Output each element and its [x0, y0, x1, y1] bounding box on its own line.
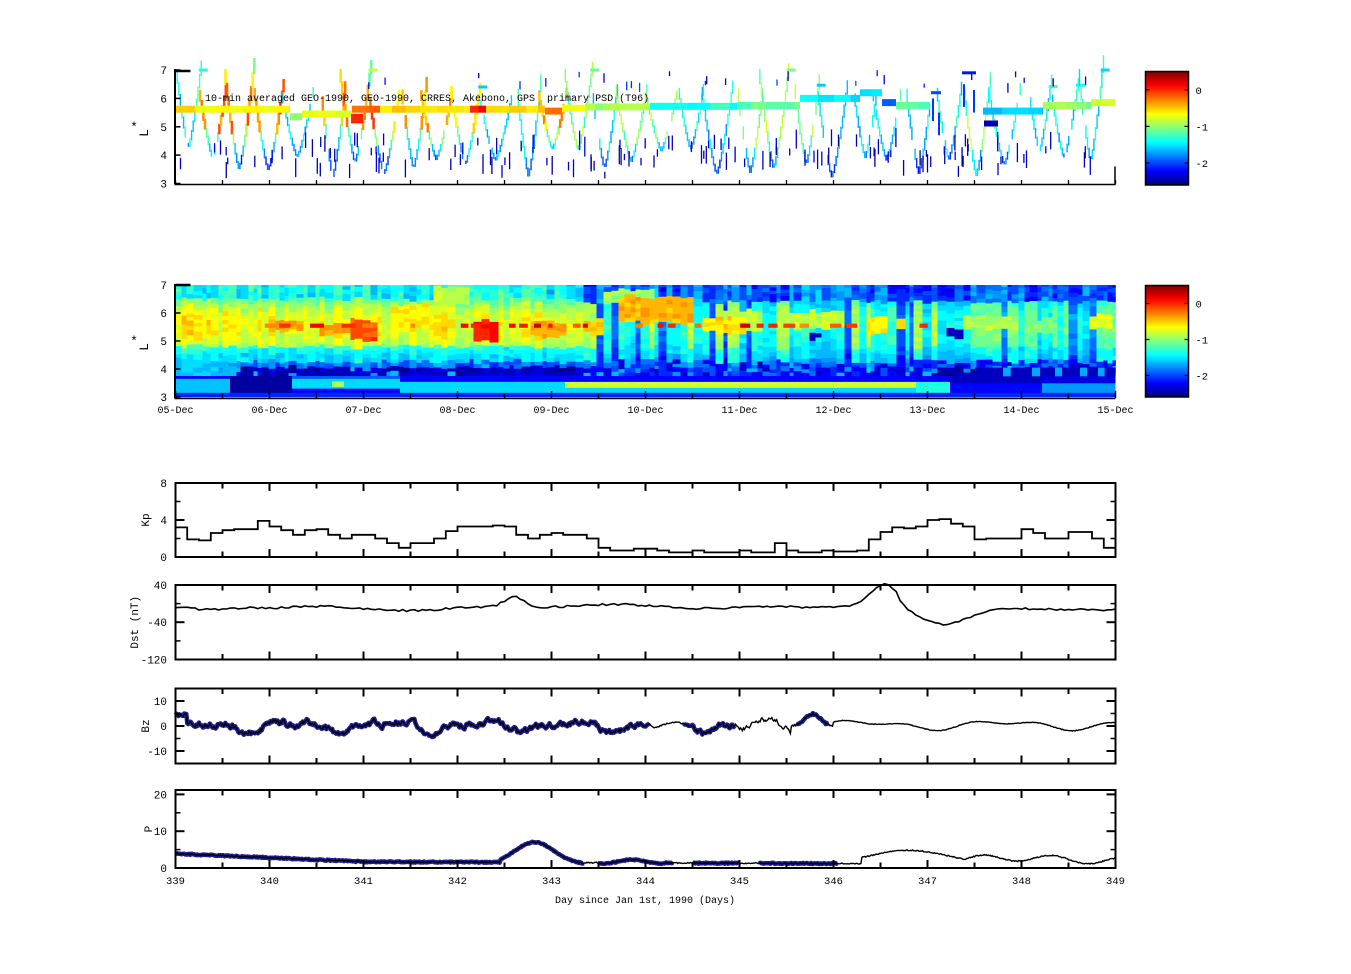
- svg-text:P: P: [144, 825, 156, 832]
- svg-text:11-Dec: 11-Dec: [721, 406, 757, 417]
- svg-text:-1: -1: [1196, 122, 1209, 134]
- svg-text:-1: -1: [1196, 336, 1209, 348]
- svg-text:3: 3: [160, 393, 167, 405]
- svg-text:Bz: Bz: [141, 719, 153, 732]
- svg-text:340: 340: [260, 876, 279, 888]
- svg-text:348: 348: [1012, 876, 1031, 888]
- svg-text:15-Dec: 15-Dec: [1097, 406, 1133, 417]
- svg-text:13-Dec: 13-Dec: [909, 406, 945, 417]
- svg-text:347: 347: [918, 876, 937, 888]
- svg-text:*: *: [130, 120, 138, 135]
- svg-text:Kp: Kp: [141, 513, 153, 526]
- svg-text:-10: -10: [147, 747, 167, 759]
- svg-text:4: 4: [160, 151, 167, 163]
- svg-text:10-min averaged GEO-1990, GEO-: 10-min averaged GEO-1990, GEO-1990, CRRE…: [205, 93, 649, 105]
- svg-text:3: 3: [160, 180, 167, 192]
- svg-text:10: 10: [154, 697, 167, 709]
- svg-text:*: *: [130, 334, 138, 349]
- svg-text:14-Dec: 14-Dec: [1003, 406, 1039, 417]
- svg-text:0: 0: [160, 553, 167, 565]
- svg-text:7: 7: [160, 281, 167, 293]
- svg-text:Dst (nT): Dst (nT): [130, 596, 142, 649]
- svg-text:344: 344: [636, 876, 655, 888]
- svg-text:-2: -2: [1196, 159, 1209, 171]
- svg-text:0: 0: [160, 864, 167, 876]
- svg-text:08-Dec: 08-Dec: [439, 406, 475, 417]
- svg-text:8: 8: [160, 479, 167, 491]
- svg-text:4: 4: [160, 516, 167, 528]
- svg-text:343: 343: [542, 876, 561, 888]
- svg-text:-120: -120: [141, 656, 167, 668]
- svg-text:341: 341: [354, 876, 373, 888]
- svg-text:6: 6: [160, 94, 167, 106]
- svg-text:Day since Jan 1st, 1990 (Days): Day since Jan 1st, 1990 (Days): [555, 895, 735, 907]
- svg-text:07-Dec: 07-Dec: [345, 406, 381, 417]
- svg-text:6: 6: [160, 309, 167, 321]
- svg-text:0: 0: [1196, 300, 1202, 312]
- svg-text:345: 345: [730, 876, 749, 888]
- svg-text:12-Dec: 12-Dec: [815, 406, 851, 417]
- svg-text:4: 4: [160, 365, 167, 377]
- svg-text:5: 5: [160, 337, 167, 349]
- svg-text:10: 10: [154, 827, 167, 839]
- svg-text:7: 7: [160, 66, 167, 78]
- svg-text:-40: -40: [147, 618, 167, 630]
- svg-text:06-Dec: 06-Dec: [251, 406, 287, 417]
- svg-text:05-Dec: 05-Dec: [157, 406, 193, 417]
- svg-text:346: 346: [824, 876, 843, 888]
- svg-text:L: L: [137, 129, 152, 137]
- svg-text:-2: -2: [1196, 371, 1209, 383]
- svg-text:5: 5: [160, 123, 167, 135]
- svg-text:40: 40: [154, 581, 167, 593]
- svg-text:20: 20: [154, 790, 167, 802]
- svg-text:09-Dec: 09-Dec: [533, 406, 569, 417]
- svg-text:0: 0: [1196, 86, 1202, 98]
- svg-text:349: 349: [1106, 876, 1125, 888]
- svg-text:339: 339: [166, 876, 185, 888]
- svg-text:342: 342: [448, 876, 467, 888]
- svg-text:0: 0: [160, 722, 167, 734]
- svg-text:10-Dec: 10-Dec: [627, 406, 663, 417]
- svg-text:L: L: [137, 343, 152, 351]
